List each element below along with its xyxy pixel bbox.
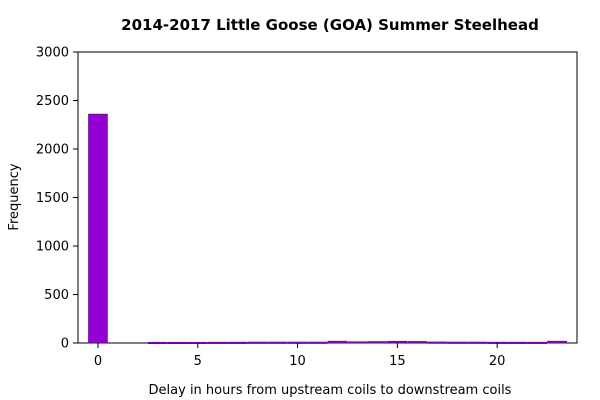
bar-0 — [88, 113, 108, 344]
bars-group — [88, 113, 567, 345]
y-tick-label-2000: 2000 — [36, 143, 69, 158]
y-tick-label-1500: 1500 — [36, 191, 69, 206]
bar-4 — [168, 341, 188, 345]
bar-13 — [347, 341, 368, 344]
bar-23 — [547, 340, 567, 344]
bar-16 — [407, 341, 428, 344]
bar-9 — [267, 341, 288, 344]
bar-6 — [207, 341, 228, 344]
y-tick-label-1000: 1000 — [36, 240, 69, 255]
bar-14 — [367, 341, 388, 344]
bar-11 — [307, 341, 328, 344]
bar-17 — [427, 341, 448, 344]
y-axis-label: Frequency — [7, 163, 22, 230]
bar-7 — [227, 341, 248, 344]
y-tick-label-500: 500 — [44, 288, 69, 303]
bar-21 — [507, 341, 527, 344]
x-tick-label-5: 5 — [194, 354, 202, 369]
bar-19 — [467, 341, 487, 344]
bar-8 — [247, 341, 268, 344]
x-axis-label: Delay in hours from upstream coils to do… — [149, 383, 512, 398]
x-tick-label-0: 0 — [94, 354, 102, 369]
y-axis: 0 500 1000 1500 2000 2500 3000 — [36, 46, 78, 352]
x-tick-label-15: 15 — [389, 354, 406, 369]
bar-12 — [327, 340, 348, 344]
bar-3 — [148, 341, 168, 345]
bar-22 — [527, 341, 547, 344]
y-tick-label-2500: 2500 — [36, 94, 69, 109]
bar-15 — [387, 340, 408, 344]
plot-frame — [77, 51, 578, 344]
x-axis: 0 5 10 15 20 — [94, 343, 506, 369]
chart-title: 2014-2017 Little Goose (GOA) Summer Stee… — [121, 16, 539, 34]
bar-18 — [447, 341, 468, 344]
y-tick-label-3000: 3000 — [36, 46, 69, 61]
y-tick-label-0: 0 — [61, 337, 69, 352]
x-tick-label-20: 20 — [489, 354, 506, 369]
x-tick-label-10: 10 — [289, 354, 306, 369]
